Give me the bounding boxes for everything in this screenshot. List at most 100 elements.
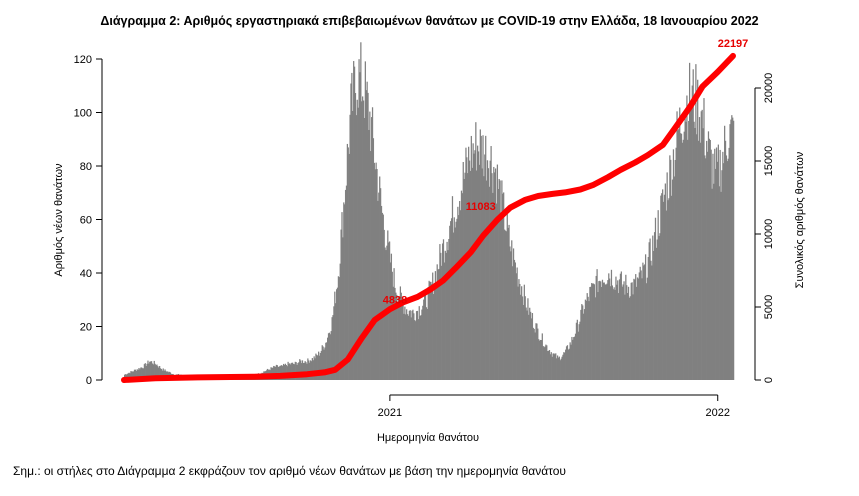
bar [593, 284, 596, 380]
bar [376, 168, 378, 380]
bar [440, 252, 442, 380]
bar [653, 232, 656, 380]
bar [520, 294, 522, 380]
bar [320, 350, 322, 380]
bar [550, 352, 552, 380]
bar [647, 256, 649, 380]
bar [723, 163, 725, 380]
bar [280, 365, 282, 380]
bar [330, 331, 332, 380]
bar [617, 280, 619, 380]
bar [713, 183, 715, 380]
bar [669, 155, 671, 380]
bar [398, 298, 401, 380]
bar [724, 125, 726, 381]
bar [601, 279, 604, 380]
bar [482, 135, 484, 380]
bar [160, 369, 163, 380]
bar [478, 164, 481, 380]
bar [383, 229, 385, 380]
annotation-label: 11083 [466, 201, 496, 213]
bar [456, 218, 458, 380]
bar [339, 263, 341, 380]
bar [679, 107, 681, 380]
bar [662, 201, 665, 380]
bar [530, 311, 532, 380]
bar [543, 347, 545, 380]
bar [700, 111, 702, 380]
bar [345, 185, 348, 380]
bar [391, 271, 393, 380]
bar [607, 280, 609, 380]
bar [683, 131, 685, 380]
bar [486, 160, 489, 380]
bar [657, 210, 659, 380]
bar [644, 264, 646, 380]
bar [432, 272, 434, 380]
bar [501, 180, 503, 380]
bar [468, 160, 471, 380]
bar [283, 364, 286, 380]
bar [331, 317, 333, 380]
bar [149, 361, 151, 380]
bar [526, 310, 528, 380]
bar [351, 72, 353, 381]
bar [533, 328, 535, 380]
bar [714, 148, 716, 380]
bar [637, 278, 640, 380]
bar [522, 304, 525, 380]
bar [365, 90, 367, 380]
bar [706, 140, 708, 380]
bar [623, 281, 625, 380]
bar [431, 284, 433, 380]
bar [360, 42, 362, 380]
bar [281, 365, 283, 380]
bar [638, 272, 640, 380]
bar [685, 121, 687, 380]
bar [599, 280, 601, 380]
bar [688, 62, 691, 380]
bar [405, 314, 407, 380]
bar [592, 283, 595, 380]
bar [148, 363, 150, 380]
bar [557, 357, 560, 380]
bar [529, 307, 531, 380]
bar [531, 313, 534, 380]
y2-axis-title: Συνολικός αριθμός θανάτων [794, 151, 806, 288]
bar [730, 119, 732, 380]
bar [419, 315, 421, 380]
bar [340, 229, 342, 380]
bar [443, 262, 446, 380]
bar [129, 373, 131, 380]
bar [479, 129, 481, 380]
bar [128, 372, 130, 380]
y2-tick-label: 20000 [763, 73, 775, 104]
bar [415, 311, 418, 380]
bar [568, 348, 570, 380]
bar [406, 309, 408, 380]
bar [133, 369, 136, 380]
bar [588, 301, 590, 380]
bar [620, 271, 622, 380]
bar [495, 203, 498, 380]
bar [463, 178, 465, 380]
bar [578, 324, 580, 380]
y-tick-label: 0 [86, 375, 92, 387]
bar [554, 354, 556, 380]
bar [146, 363, 148, 380]
bar [328, 332, 331, 380]
bar [131, 371, 133, 380]
bar [403, 313, 405, 380]
bar [380, 188, 382, 380]
bar [433, 283, 436, 380]
bar [515, 273, 517, 380]
bar [627, 292, 629, 380]
bar [343, 202, 345, 380]
bar [561, 356, 563, 380]
bar [485, 135, 487, 380]
bar [313, 356, 315, 380]
bar [595, 275, 597, 380]
bar [534, 332, 536, 380]
bar [485, 180, 488, 380]
